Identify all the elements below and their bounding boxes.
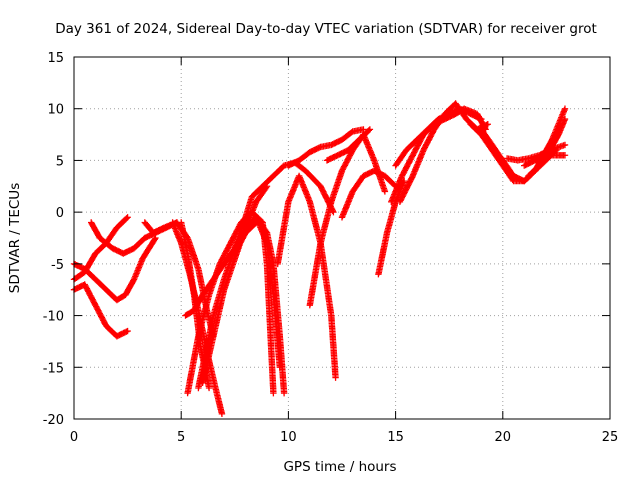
x-tick-label: 10 — [280, 430, 297, 445]
y-tick-label: -10 — [43, 310, 64, 325]
x-tick-label: 20 — [495, 430, 512, 445]
series-arc-15 — [306, 131, 389, 309]
y-tick-label: 10 — [47, 103, 64, 118]
data-point-markers — [323, 126, 374, 164]
y-tick-label: 0 — [56, 206, 64, 221]
y-tick-label: -20 — [43, 413, 64, 428]
data-point-markers — [306, 131, 389, 309]
series-arc-28 — [521, 152, 569, 169]
plot-frame — [73, 56, 611, 420]
data-series — [70, 100, 569, 418]
series-arc-16 — [285, 126, 367, 169]
data-point-markers — [231, 214, 284, 371]
data-point-markers — [521, 152, 569, 169]
x-axis-label: GPS time / hours — [283, 459, 396, 475]
y-tick-label: 5 — [56, 154, 64, 169]
series-arc-17 — [323, 126, 374, 164]
data-point-markers — [375, 177, 408, 278]
y-axis-label: SDTVAR / TECUs — [7, 183, 23, 293]
y-tick-label: -5 — [51, 258, 64, 273]
x-tick-label: 15 — [387, 430, 404, 445]
axes: 0 5 10 15 20 25 -20 -15 -10 -5 0 5 10 15 — [43, 51, 619, 445]
x-tick-label: 5 — [177, 430, 185, 445]
series-arc-18 — [338, 167, 399, 221]
chart-title: Day 361 of 2024, Sidereal Day-to-day VTE… — [55, 21, 597, 37]
x-tick-label: 0 — [70, 430, 78, 445]
data-point-markers — [338, 167, 399, 221]
data-point-markers — [285, 126, 367, 169]
series-arc-19 — [375, 177, 408, 278]
x-tick-label: 25 — [602, 430, 619, 445]
y-tick-label: -15 — [43, 361, 64, 376]
series-arc-13 — [231, 214, 284, 371]
y-tick-label: 15 — [47, 51, 64, 66]
